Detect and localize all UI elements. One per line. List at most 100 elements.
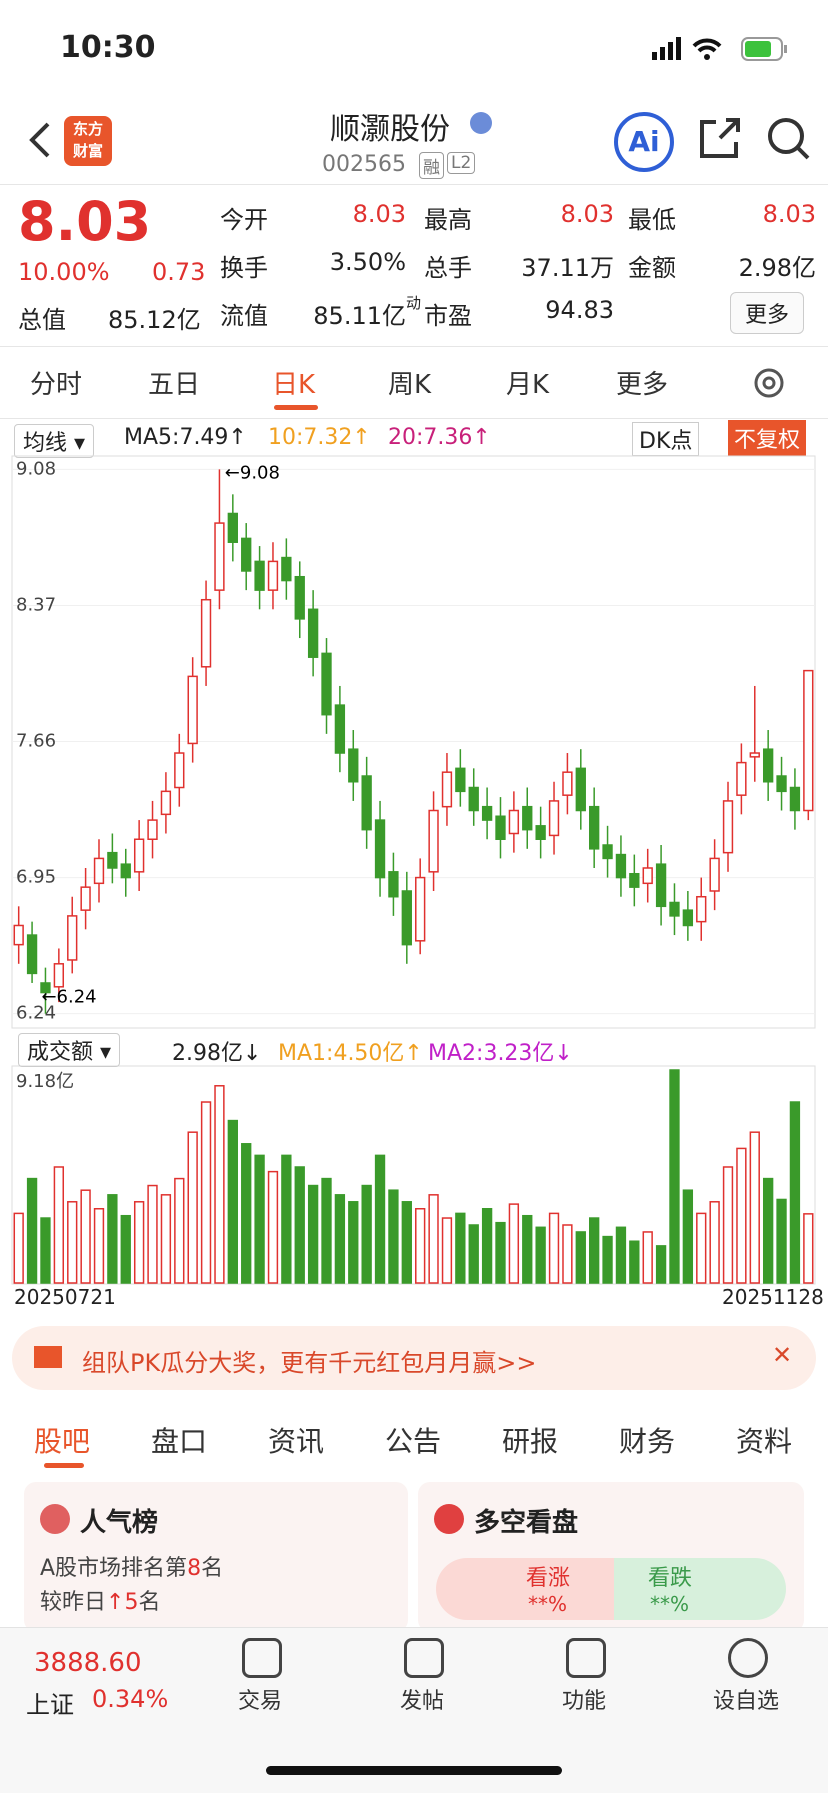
section-tab[interactable]: 盘口: [151, 1425, 208, 1458]
adjust-button[interactable]: 不复权: [728, 420, 807, 456]
nav-icon[interactable]: [404, 1638, 444, 1678]
down-button[interactable]: [614, 1558, 786, 1620]
period-tab[interactable]: 更多: [616, 370, 669, 400]
card-icon: [40, 1504, 70, 1534]
period-tab[interactable]: 日K: [272, 370, 316, 400]
nav-label[interactable]: 功能: [561, 1689, 606, 1714]
candle-body: [682, 909, 694, 927]
volume-bar: [629, 1240, 640, 1284]
field-label: 市盈: [424, 302, 472, 330]
app-logo[interactable]: 东方 财富: [64, 116, 112, 166]
more-button[interactable]: 更多: [730, 292, 805, 334]
nav-label[interactable]: 交易: [237, 1689, 282, 1714]
volume-selector[interactable]: 成交额 ▾: [18, 1033, 121, 1067]
ma5: MA5:7.49↑: [124, 425, 247, 450]
up-label: 看涨: [526, 1566, 571, 1591]
candle-body: [13, 924, 24, 946]
card-title: 人气榜: [80, 1508, 159, 1538]
settings-button[interactable]: [752, 366, 786, 400]
delta: ↑5: [106, 1590, 139, 1615]
period-tab[interactable]: 五日: [148, 370, 201, 400]
candle-body: [575, 767, 586, 812]
last-price: 8.03: [18, 190, 152, 253]
selector-text: 成交额: [27, 1040, 94, 1065]
candle-body: [267, 560, 279, 591]
volume-bar: [736, 1147, 747, 1284]
section-tab[interactable]: 股吧: [34, 1425, 91, 1458]
field-value: 37.11万: [521, 254, 614, 282]
field-label: 总值: [18, 306, 66, 334]
section-tab[interactable]: 财务: [619, 1425, 676, 1458]
down-value: **%: [650, 1592, 690, 1616]
volume-bar: [214, 1085, 225, 1284]
text: 名: [138, 1590, 161, 1615]
home-indicator: [266, 1766, 562, 1775]
candle-body: [321, 652, 332, 716]
volume-bar: [522, 1214, 533, 1284]
candle-body: [53, 963, 65, 988]
section-tab[interactable]: 资讯: [268, 1425, 325, 1458]
period-tab[interactable]: 月K: [506, 370, 550, 400]
badge: [470, 112, 492, 134]
section-tab[interactable]: 资料: [736, 1425, 793, 1458]
section-tab[interactable]: 研报: [502, 1425, 559, 1458]
period-tab[interactable]: 分时: [30, 370, 83, 400]
volume-bar: [80, 1189, 91, 1284]
banner[interactable]: [12, 1326, 816, 1390]
change-pct: 10.00%: [18, 258, 110, 286]
volume-bar: [575, 1231, 586, 1284]
back-button[interactable]: [26, 120, 56, 160]
volume-bar: [749, 1131, 760, 1284]
nav-icon[interactable]: [566, 1638, 606, 1678]
dk-button[interactable]: DK点: [632, 422, 700, 456]
volume-bar: [441, 1217, 453, 1284]
delta-line: 较昨日↑5名: [40, 1584, 160, 1616]
candle-body: [535, 825, 546, 840]
tab-underline: [44, 1463, 84, 1468]
candle-body: [762, 748, 774, 783]
candle-body: [722, 800, 734, 854]
nav-label[interactable]: 发帖: [399, 1689, 444, 1714]
volume-bar: [642, 1231, 653, 1284]
nav-icon[interactable]: [728, 1638, 768, 1678]
period-tab[interactable]: 周K: [388, 370, 432, 400]
volume-bar: [508, 1203, 520, 1284]
text: A股市场排名第: [40, 1556, 188, 1581]
candle-body: [468, 786, 479, 812]
candle-body: [254, 560, 265, 591]
volume-frame: [11, 1065, 816, 1285]
candle-body: [187, 675, 198, 745]
ai-button[interactable]: Ai: [614, 112, 674, 172]
candle-body: [415, 876, 426, 942]
ma-selector[interactable]: 均线 ▾: [14, 424, 95, 458]
popular-card[interactable]: [24, 1482, 408, 1632]
tag: L2: [447, 152, 476, 174]
logo-text: 东方: [72, 120, 103, 138]
candle-body: [334, 704, 346, 754]
share-button[interactable]: [698, 116, 742, 160]
tab-underline: [274, 405, 318, 410]
candle-body: [548, 800, 560, 837]
nav-icon[interactable]: [242, 1638, 282, 1678]
candle-body: [789, 786, 801, 812]
banner-text[interactable]: 组队PK瓜分大奖，更有千元红包月月赢>>: [82, 1349, 537, 1377]
volume-bar: [602, 1235, 613, 1284]
volume-bar: [133, 1201, 145, 1284]
change: 0.73: [152, 258, 206, 286]
max-annotation: ←9.08: [225, 462, 280, 483]
field-value: 3.50%: [329, 248, 406, 276]
nav-label[interactable]: 设自选: [712, 1689, 779, 1714]
search-button[interactable]: [766, 116, 812, 162]
index-value[interactable]: 3888.60: [34, 1648, 142, 1678]
up-button[interactable]: [436, 1558, 614, 1620]
close-button[interactable]: ✕: [772, 1341, 793, 1369]
index-change[interactable]: 0.34%: [92, 1685, 169, 1713]
candle-body: [40, 982, 51, 994]
candle-body: [281, 556, 292, 582]
candle-body: [508, 809, 520, 835]
section-tab[interactable]: 公告: [385, 1425, 442, 1458]
index-name[interactable]: 上证: [26, 1691, 74, 1719]
volume-bar: [428, 1194, 439, 1284]
card-title: 多空看盘: [474, 1508, 579, 1538]
